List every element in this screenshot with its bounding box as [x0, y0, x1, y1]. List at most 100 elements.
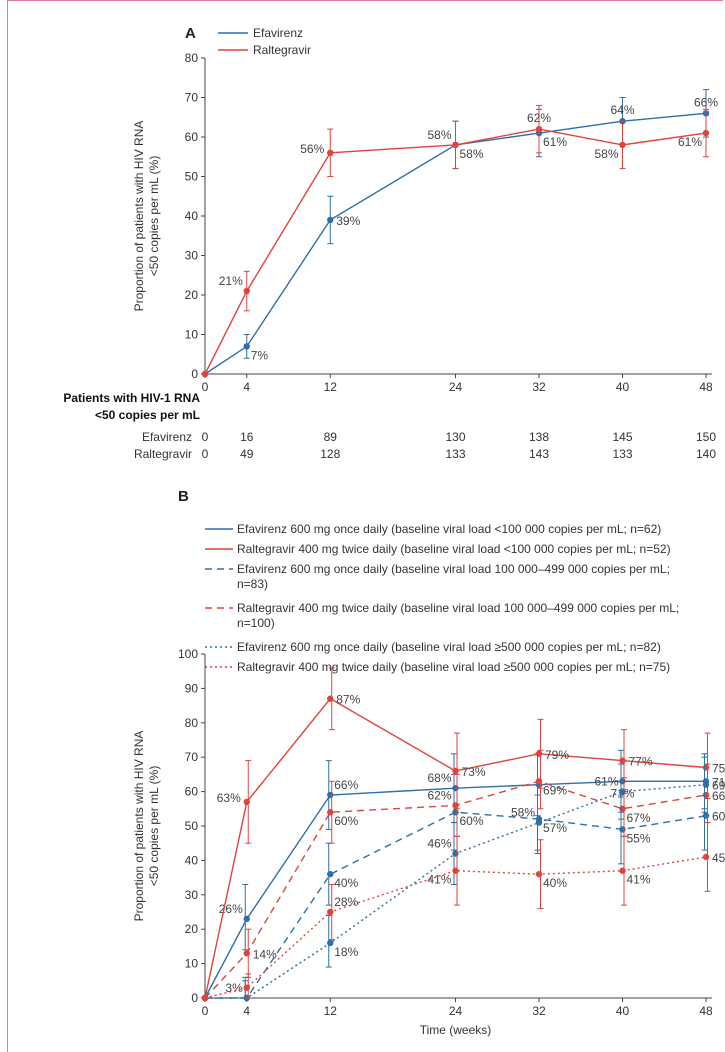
chart-a: A 0 10 20 30 40 50 60 70 80 0 4 12 24 32 40 48 Proportion…	[63, 25, 718, 461]
table-cell: 0	[202, 447, 209, 461]
data-point	[619, 141, 626, 149]
table-title: <50 copies per mL	[95, 408, 200, 422]
y-axis-label: Proportion of patients with HIV RNA	[132, 121, 146, 312]
data-point	[535, 778, 543, 785]
legend-label: Raltegravir 400 mg twice daily (baseline…	[237, 601, 679, 615]
data-point	[702, 791, 710, 799]
y-tick-label: 70	[185, 91, 199, 105]
data-label: 56%	[300, 142, 324, 156]
data-label: 69%	[543, 783, 567, 797]
data-label: 69%	[712, 779, 725, 793]
x-tick-label: 32	[532, 1004, 546, 1018]
data-point	[619, 826, 626, 833]
data-point	[619, 788, 626, 795]
data-label: 60%	[334, 814, 358, 828]
table-cell: 133	[445, 447, 465, 461]
y-tick-label: 90	[185, 681, 199, 695]
data-label: 61%	[594, 775, 618, 789]
y-tick-label: 80	[185, 716, 199, 730]
data-label: 67%	[627, 811, 651, 825]
y-tick-label: 30	[185, 249, 199, 263]
table-cell: 140	[696, 447, 716, 461]
legend-label: Efavirenz 600 mg once daily (baseline vi…	[237, 522, 661, 536]
table-cell: 16	[240, 430, 254, 444]
data-label: 75%	[712, 762, 725, 776]
data-point	[327, 908, 334, 916]
x-tick-label: 12	[324, 1004, 338, 1018]
y-tick-label: 0	[191, 991, 198, 1005]
data-point	[243, 950, 250, 957]
x-tick-label: 24	[449, 1004, 463, 1018]
x-tick-label: 40	[616, 380, 630, 394]
x-tick-label: 0	[202, 380, 209, 394]
data-label: 64%	[610, 103, 634, 117]
x-tick-label: 32	[532, 380, 546, 394]
x-tick-label: 48	[699, 1004, 713, 1018]
y-axis-label: <50 copies per mL (%)	[147, 156, 161, 277]
y-tick-label: 10	[185, 957, 199, 971]
data-label: 68%	[427, 771, 451, 785]
legend-label: Efavirenz 600 mg once daily (baseline vi…	[237, 562, 670, 576]
data-label: 66%	[334, 778, 358, 792]
table-cell: 138	[529, 430, 549, 444]
y-tick-label: 100	[178, 647, 198, 661]
data-point	[702, 781, 710, 788]
data-point	[327, 149, 334, 156]
data-label: 40%	[334, 876, 358, 890]
legend-label: Efavirenz 600 mg once daily (baseline vi…	[237, 640, 661, 654]
data-label: 21%	[219, 274, 243, 288]
data-point	[327, 216, 334, 224]
x-tick-label: 0	[202, 1004, 209, 1018]
data-label: 58%	[511, 806, 535, 820]
legend-label: Raltegravir	[253, 43, 311, 57]
y-tick-label: 60	[185, 130, 199, 144]
data-point	[327, 809, 334, 816]
table-cell: 49	[240, 447, 254, 461]
data-point	[327, 791, 334, 799]
y-tick-label: 70	[185, 750, 199, 764]
data-point	[535, 750, 543, 757]
data-point	[619, 757, 626, 764]
legend-label: n=100)	[237, 616, 275, 630]
legend-label: Raltegravir 400 mg twice daily (baseline…	[237, 660, 670, 674]
y-tick-label: 20	[185, 288, 199, 302]
data-label: 28%	[334, 895, 358, 909]
data-label: 66%	[694, 95, 718, 109]
data-label: 87%	[336, 693, 360, 707]
data-point	[702, 764, 710, 771]
panel-letter: B	[178, 488, 189, 505]
series-line	[204, 697, 707, 999]
y-tick-label: 50	[185, 170, 199, 184]
data-point	[702, 812, 710, 819]
data-label: 58%	[460, 147, 484, 161]
x-axis-label: Time (weeks)	[420, 1023, 492, 1037]
data-label: 3%	[225, 981, 243, 995]
data-point	[535, 870, 543, 878]
y-tick-label: 60	[185, 785, 199, 799]
y-tick-label: 20	[185, 922, 199, 936]
data-label: 40%	[543, 876, 567, 890]
y-tick-label: 40	[185, 209, 199, 223]
table-cell: 0	[202, 430, 209, 444]
data-label: 41%	[427, 873, 451, 887]
data-point	[452, 867, 459, 874]
figure-frame	[7, 0, 723, 1052]
data-label: 63%	[217, 791, 241, 805]
data-point	[619, 778, 626, 785]
data-label: 73%	[462, 765, 486, 779]
data-point	[452, 141, 459, 149]
legend-label: n=83)	[237, 577, 268, 591]
data-label: 46%	[427, 837, 451, 851]
table-cell: 128	[320, 447, 340, 461]
data-label: 58%	[427, 128, 451, 142]
data-point	[619, 867, 626, 874]
data-point	[452, 850, 459, 857]
y-tick-label: 10	[185, 328, 199, 342]
data-label: 7%	[251, 348, 269, 362]
table-cell: 130	[445, 430, 465, 444]
data-point	[327, 695, 334, 702]
y-axis-label: Proportion of patients with HIV RNA	[132, 731, 146, 922]
data-point	[535, 819, 543, 826]
data-label: 61%	[678, 135, 702, 149]
data-label: 14%	[253, 947, 277, 961]
